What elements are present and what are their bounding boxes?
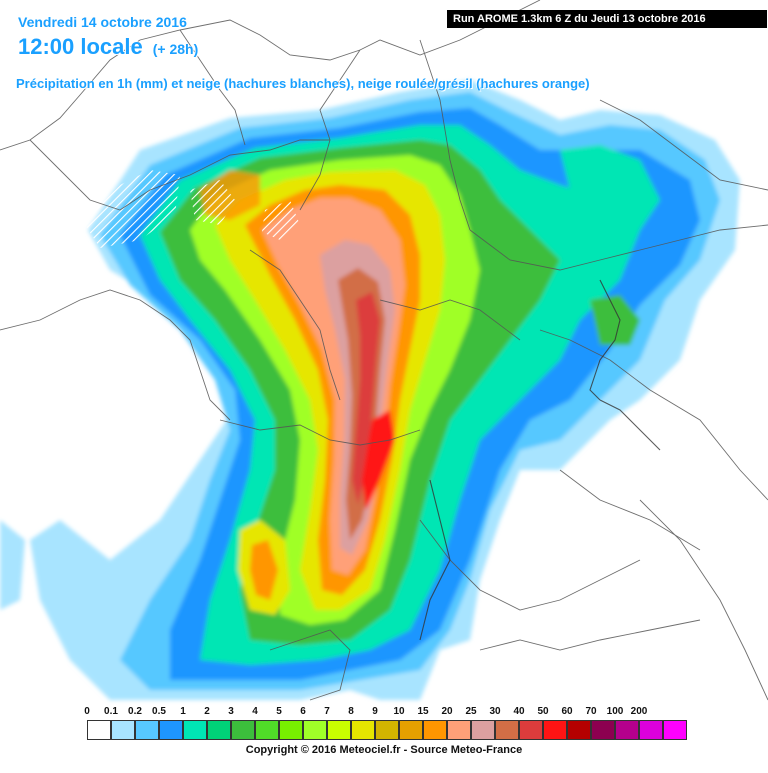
legend-label: 8	[348, 706, 354, 717]
precipitation-field	[0, 80, 740, 700]
legend-label: 7	[324, 706, 330, 717]
legend-label: 15	[417, 706, 429, 717]
legend-swatch	[231, 720, 255, 740]
legend-swatch	[207, 720, 231, 740]
legend-label: 5	[276, 706, 282, 717]
legend-swatch	[591, 720, 615, 740]
legend-label: 0	[84, 706, 90, 717]
legend-label: 4	[252, 706, 258, 717]
legend-label: 0.1	[104, 706, 118, 717]
forecast-time: 12:00 locale (+ 28h)	[18, 34, 198, 60]
legend-label: 2	[204, 706, 210, 717]
legend-swatch	[447, 720, 471, 740]
legend-swatch	[111, 720, 135, 740]
legend-swatch	[495, 720, 519, 740]
legend-swatch	[519, 720, 543, 740]
legend-label: 1	[180, 706, 186, 717]
legend-label: 9	[372, 706, 378, 717]
legend-label: 6	[300, 706, 306, 717]
legend-swatch	[351, 720, 375, 740]
legend-swatch	[423, 720, 447, 740]
country-border-lines	[0, 0, 768, 701]
legend-label: 100	[606, 706, 624, 717]
copyright-text: Copyright © 2016 Meteociel.fr - Source M…	[245, 744, 523, 756]
legend-swatch	[135, 720, 159, 740]
legend-swatch	[303, 720, 327, 740]
forecast-date: Vendredi 14 octobre 2016	[18, 14, 187, 30]
legend-label: 0.2	[128, 706, 142, 717]
legend-label: 3	[228, 706, 234, 717]
legend-swatch	[279, 720, 303, 740]
legend-swatch	[639, 720, 663, 740]
legend-label: 40	[513, 706, 525, 717]
legend-swatch	[327, 720, 351, 740]
legend-label: 60	[561, 706, 573, 717]
model-run-label: Run AROME 1.3km 6 Z du Jeudi 13 octobre …	[447, 10, 767, 28]
legend-swatch	[255, 720, 279, 740]
legend-swatch	[399, 720, 423, 740]
coast-lines	[419, 279, 661, 641]
legend-label: 10	[393, 706, 405, 717]
legend-label: 70	[585, 706, 597, 717]
forecast-time-label: 12:00 locale	[18, 34, 143, 59]
legend-swatch	[615, 720, 639, 740]
legend-label: 0.5	[152, 706, 166, 717]
legend-label: 25	[465, 706, 477, 717]
color-legend: 0 0.1 0.2 0.5 1 2 3 4 5 6 7 8 9 10 15 20 25 30 40 50 60 70 100…	[0, 700, 768, 768]
legend-swatch	[375, 720, 399, 740]
forecast-offset: (+ 28h)	[152, 41, 199, 57]
legend-label: 50	[537, 706, 549, 717]
parameter-title: Précipitation en 1h (mm) et neige (hachu…	[16, 76, 590, 91]
legend-swatch	[663, 720, 687, 740]
snow-hatching	[85, 170, 300, 400]
legend-swatch	[183, 720, 207, 740]
legend-swatch	[159, 720, 183, 740]
legend-label: 20	[441, 706, 453, 717]
legend-swatch	[567, 720, 591, 740]
legend-swatch	[471, 720, 495, 740]
legend-swatch	[543, 720, 567, 740]
legend-label: 200	[630, 706, 648, 717]
legend-label: 30	[489, 706, 501, 717]
legend-swatch	[87, 720, 111, 740]
